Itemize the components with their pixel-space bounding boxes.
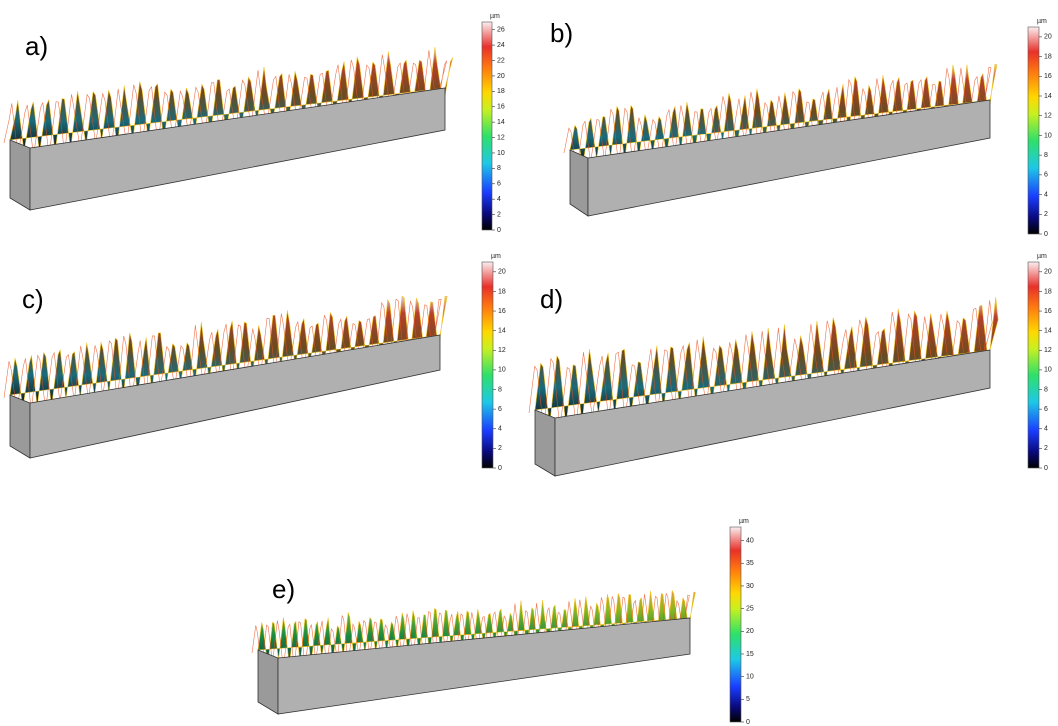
colorbar-tick-label: 6 bbox=[498, 406, 502, 413]
colorbar-tick-label: 8 bbox=[498, 386, 502, 393]
colorbar-tick-label: 0 bbox=[497, 227, 501, 234]
colorbar-tick-label: 20 bbox=[497, 73, 505, 80]
colorbar-tick-label: 10 bbox=[746, 673, 754, 680]
box-side bbox=[534, 409, 556, 477]
surface-lines bbox=[3, 298, 442, 412]
colorbar-tick-label: 18 bbox=[498, 288, 506, 295]
panel-label: e) bbox=[272, 574, 295, 604]
colorbar-tick-label: 25 bbox=[746, 605, 754, 612]
colorbar-tick-label: 0 bbox=[746, 719, 750, 726]
colorbar-tick-label: 14 bbox=[1044, 93, 1052, 100]
panel: e) µm 0 5 10 15 20 25 30 35 40 bbox=[251, 518, 754, 726]
colorbar bbox=[481, 261, 494, 469]
colorbar-tick-label: 8 bbox=[1044, 152, 1048, 159]
box-front bbox=[554, 349, 991, 477]
colorbar-tick-label: 18 bbox=[1044, 288, 1052, 295]
box-front bbox=[277, 617, 691, 715]
surface-lines bbox=[528, 300, 993, 429]
colorbar-tick-label: 4 bbox=[497, 196, 501, 203]
colorbar bbox=[1027, 261, 1040, 469]
colorbar-tick-label: 14 bbox=[497, 119, 505, 126]
colorbar-tick-label: 26 bbox=[497, 27, 505, 34]
surface bbox=[9, 295, 448, 409]
surface-lines bbox=[563, 66, 992, 172]
colorbar-tick-label: 16 bbox=[498, 308, 506, 315]
box-side bbox=[9, 139, 31, 211]
colorbar-tick-label: 4 bbox=[1044, 426, 1048, 433]
box-front bbox=[587, 99, 991, 217]
colorbar bbox=[1027, 26, 1040, 235]
colorbar-tick-label: 35 bbox=[746, 560, 754, 567]
colorbar-tick-label: 20 bbox=[1044, 269, 1052, 276]
colorbar-tick-label: 15 bbox=[746, 651, 754, 658]
colorbar-tick-label: 8 bbox=[497, 165, 501, 172]
panel-label: b) bbox=[550, 18, 573, 48]
panel-label: d) bbox=[540, 284, 563, 314]
panel-label: a) bbox=[25, 31, 48, 61]
panel: b) µm 0 2 4 6 8 10 12 14 16 18 20 bbox=[550, 18, 1052, 238]
colorbar-tick-label: 10 bbox=[498, 367, 506, 374]
colorbar-tick-label: 2 bbox=[1044, 211, 1048, 218]
colorbar-unit: µm bbox=[739, 518, 749, 525]
surface-lines bbox=[251, 592, 690, 670]
colorbar-tick-label: 2 bbox=[497, 211, 501, 218]
box-front bbox=[29, 334, 441, 459]
colorbar-unit: µm bbox=[1037, 253, 1047, 260]
panel: c) µm 0 2 4 6 8 10 12 14 16 18 20 bbox=[3, 253, 506, 472]
colorbar-tick-label: 5 bbox=[746, 696, 750, 703]
surface bbox=[534, 297, 999, 427]
surface-lines bbox=[3, 50, 448, 156]
colorbar-tick-label: 12 bbox=[498, 347, 506, 354]
colorbar-tick-label: 16 bbox=[497, 104, 505, 111]
colorbar-tick-label: 40 bbox=[746, 537, 754, 544]
colorbar-tick-label: 0 bbox=[1044, 465, 1048, 472]
colorbar bbox=[729, 526, 742, 723]
colorbar-tick-label: 16 bbox=[1044, 73, 1052, 80]
colorbar-tick-label: 8 bbox=[1044, 386, 1048, 393]
colorbar-tick-label: 14 bbox=[498, 328, 506, 335]
box-side bbox=[569, 149, 589, 217]
panel: d) µm 0 2 4 6 8 10 12 14 16 18 20 bbox=[528, 253, 1052, 477]
colorbar-tick-label: 12 bbox=[1044, 113, 1052, 120]
colorbar-tick-label: 2 bbox=[1044, 445, 1048, 452]
box-side bbox=[9, 394, 31, 459]
colorbar-tick-label: 4 bbox=[498, 426, 502, 433]
colorbar-tick-label: 4 bbox=[1044, 191, 1048, 198]
colorbar-tick-label: 30 bbox=[746, 583, 754, 590]
colorbar-unit: µm bbox=[491, 253, 501, 260]
colorbar-tick-label: 20 bbox=[746, 628, 754, 635]
colorbar-tick-label: 12 bbox=[1044, 347, 1052, 354]
colorbar-tick-label: 10 bbox=[497, 150, 505, 157]
colorbar-tick-label: 18 bbox=[1044, 53, 1052, 60]
colorbar-tick-label: 18 bbox=[497, 88, 505, 95]
colorbar-tick-label: 14 bbox=[1044, 328, 1052, 335]
colorbar-tick-label: 22 bbox=[497, 57, 505, 64]
box-side bbox=[257, 649, 279, 715]
surface bbox=[257, 590, 696, 667]
colorbar-tick-label: 6 bbox=[1044, 406, 1048, 413]
colorbar-tick-label: 0 bbox=[1044, 231, 1048, 238]
colorbar-tick-label: 0 bbox=[498, 465, 502, 472]
surface bbox=[9, 47, 454, 153]
colorbar-tick-label: 10 bbox=[1044, 132, 1052, 139]
box-front bbox=[29, 87, 446, 211]
colorbar-tick-label: 24 bbox=[497, 42, 505, 49]
colorbar-unit: µm bbox=[1037, 18, 1047, 25]
colorbar-tick-label: 20 bbox=[498, 269, 506, 276]
colorbar-tick-label: 12 bbox=[497, 134, 505, 141]
colorbar-tick-label: 2 bbox=[498, 445, 502, 452]
panel-label: c) bbox=[22, 284, 44, 314]
colorbar-tick-label: 20 bbox=[1044, 34, 1052, 41]
colorbar-tick-label: 16 bbox=[1044, 308, 1052, 315]
colorbar-tick-label: 6 bbox=[1044, 172, 1048, 179]
colorbar-tick-label: 10 bbox=[1044, 367, 1052, 374]
colorbar bbox=[481, 21, 493, 231]
colorbar-unit: µm bbox=[490, 13, 500, 20]
colorbar-tick-label: 6 bbox=[497, 181, 501, 188]
